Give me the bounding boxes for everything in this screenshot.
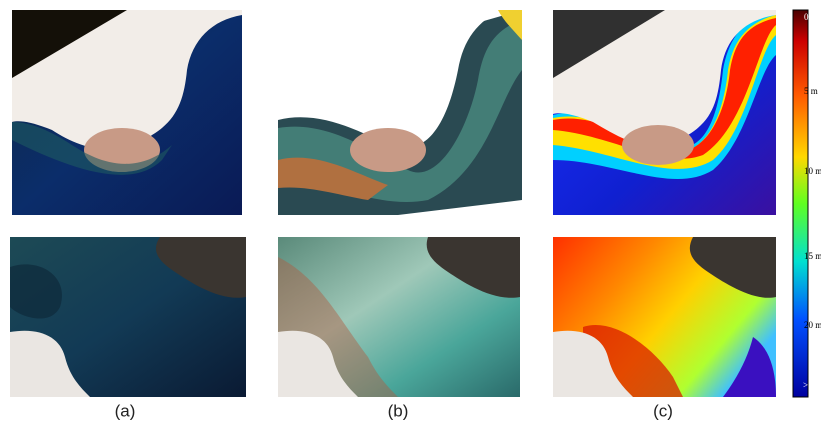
figure: 0 m 5 m 10 m 15 m 20 m > 25 m (a) (b) (c… (0, 0, 821, 427)
panel-label: (a) (115, 401, 136, 420)
panel-label: (c) (653, 401, 673, 420)
panel-label: (b) (388, 401, 409, 420)
colorbar-label: 5 m (804, 86, 818, 96)
image-a-top (12, 10, 242, 215)
image-a-bottom (10, 237, 246, 397)
page: 0 m 5 m 10 m 15 m 20 m > 25 m (a) (b) (c… (0, 0, 821, 427)
colorbar-label: 0 m (804, 12, 818, 22)
image-b-top (278, 10, 522, 215)
colorbar-label: 10 m (804, 166, 821, 176)
image-b-bottom (278, 237, 520, 397)
colorbar-label: 15 m (804, 251, 821, 261)
colorbar-label: > 25 m (803, 380, 821, 390)
image-c-top (553, 10, 776, 215)
colorbar-label: 20 m (804, 320, 821, 330)
colorbar (793, 10, 808, 397)
image-c-bottom (553, 237, 776, 397)
